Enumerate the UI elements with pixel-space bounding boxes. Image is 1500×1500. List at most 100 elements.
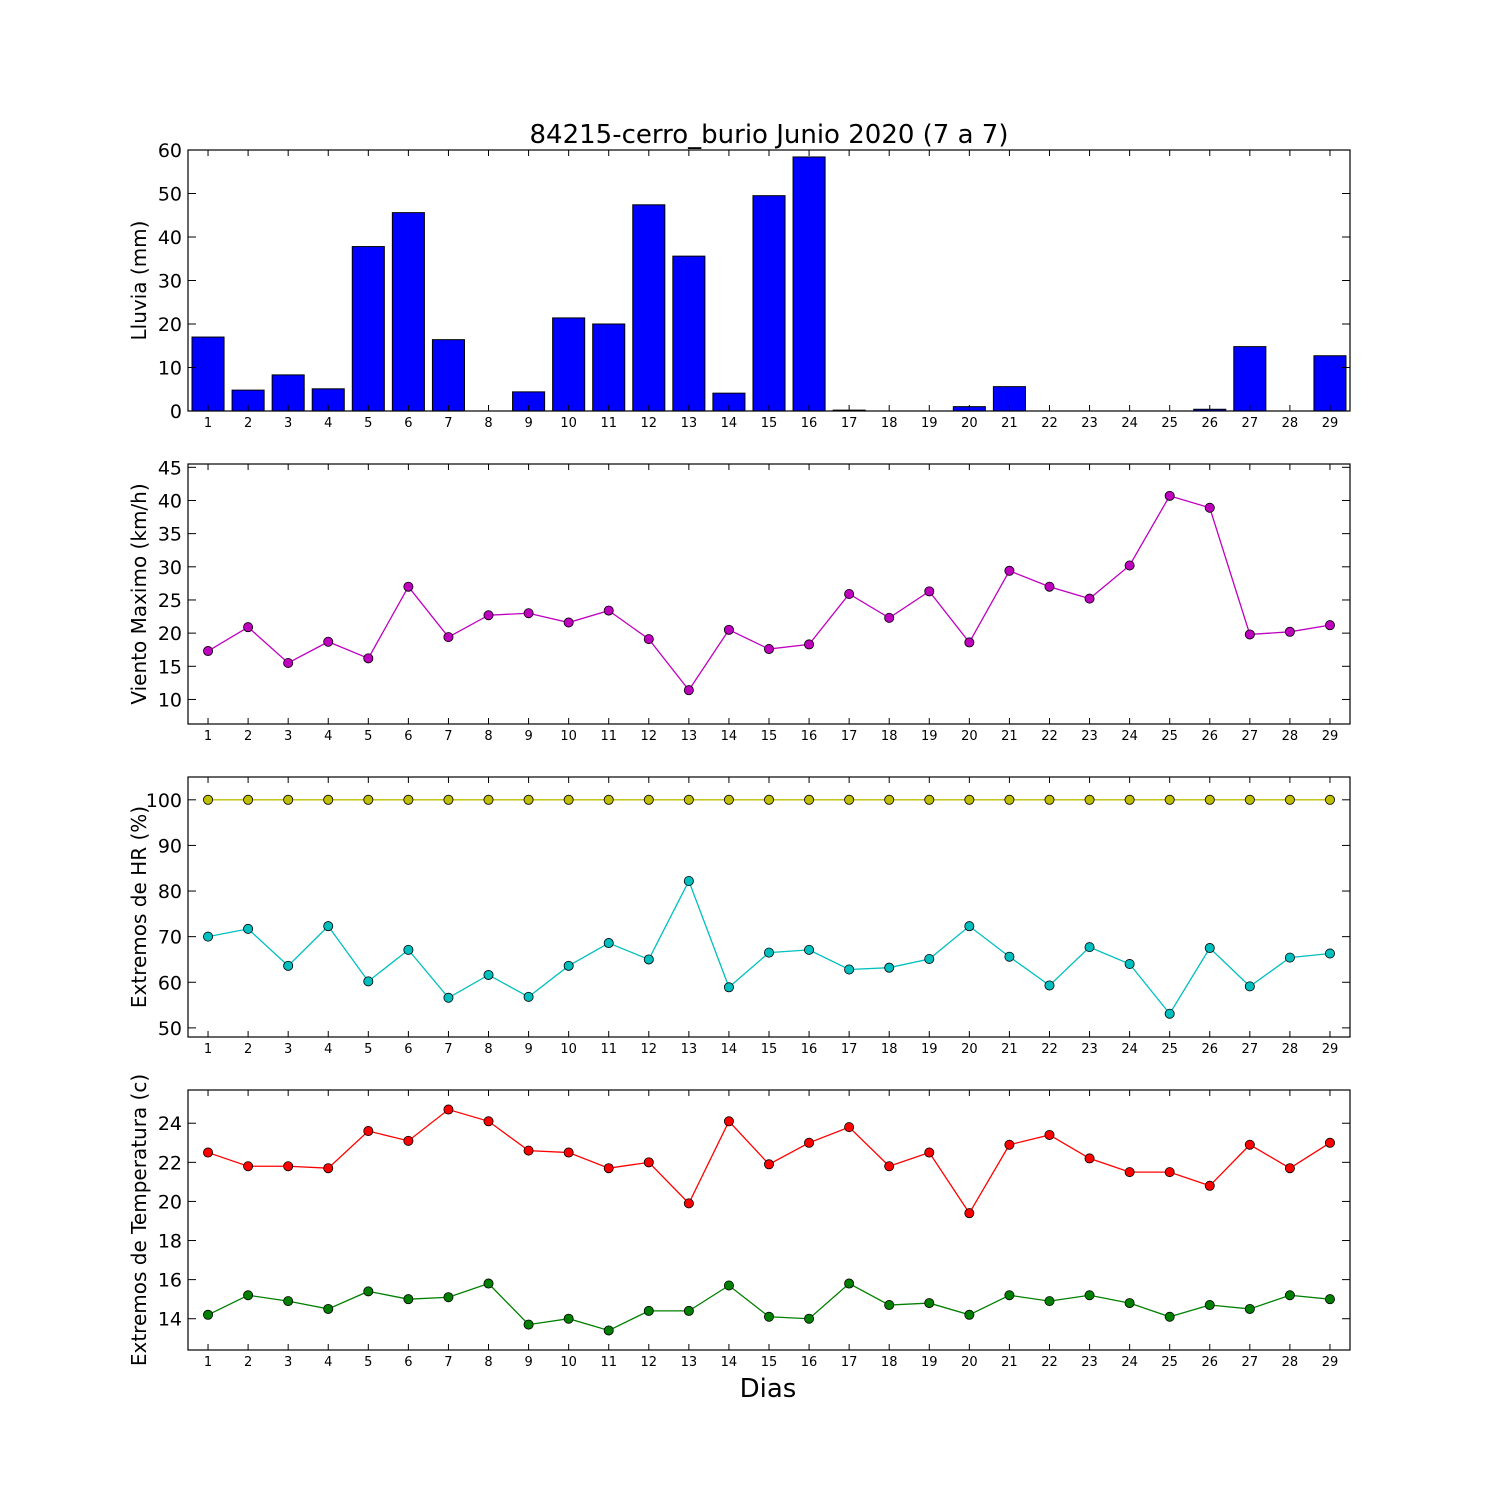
humidity-series-2-point-21 <box>1004 951 1015 962</box>
humidity-series-2-point-28 <box>1284 952 1295 963</box>
rainfall-x-tick-label: 13 <box>681 416 698 431</box>
humidity-series-1-point-12 <box>643 794 654 805</box>
max-wind-y-tick-label: 45 <box>158 457 182 479</box>
max-wind-series-1-point-1 <box>203 646 214 657</box>
rainfall-x-tick-label: 15 <box>761 416 778 431</box>
max-wind-series-1-point-27 <box>1244 629 1255 640</box>
temperature-plot-frame <box>187 1089 1351 1351</box>
temperature-series-2-point-22 <box>1044 1296 1055 1307</box>
temperature-series-2-point-25 <box>1164 1311 1175 1322</box>
humidity-series-1-point-9 <box>523 794 534 805</box>
humidity-series-1-point-18 <box>884 794 895 805</box>
rainfall-x-tick-label: 14 <box>721 416 738 431</box>
temperature-series-2-point-8 <box>483 1278 494 1289</box>
humidity-series-1-point-6 <box>403 794 414 805</box>
panel-humidity-extremes: 1 2 3 4 5 6 7 8 9 10 11 12 13 14 15 16 17 18 19 20 21 22 23 24 2… <box>127 776 1351 1057</box>
max-wind-y-tick-label: 35 <box>158 524 182 546</box>
temperature-series-2-point-9 <box>523 1319 534 1330</box>
temperature-series-2-point-26 <box>1204 1300 1215 1311</box>
max-wind-series-1-point-4 <box>323 636 334 647</box>
max-wind-x-tick-label: 5 <box>364 729 372 744</box>
temperature-x-tick-label: 4 <box>324 1355 332 1370</box>
max-wind-series-1-point-5 <box>363 653 374 664</box>
max-wind-series-1-point-8 <box>483 610 494 621</box>
temperature-series-2-point-18 <box>884 1300 895 1311</box>
temperature-x-tick-label: 3 <box>284 1355 292 1370</box>
humidity-x-tick-label: 9 <box>524 1042 532 1057</box>
humidity-x-tick-label: 27 <box>1242 1042 1259 1057</box>
max-wind-x-tick-label: 18 <box>881 729 898 744</box>
max-wind-series-1-point-11 <box>603 605 614 616</box>
temperature-series-2-point-20 <box>964 1309 975 1320</box>
temperature-series-2-point-21 <box>1004 1290 1015 1301</box>
humidity-series-2-point-20 <box>964 921 975 932</box>
humidity-y-tick-label: 70 <box>158 927 182 949</box>
rainfall-x-tick-label: 6 <box>404 416 412 431</box>
temperature-series-1-point-29 <box>1324 1137 1335 1148</box>
max-wind-x-tick-label: 28 <box>1282 729 1299 744</box>
rainfall-x-tick-label: 16 <box>801 416 818 431</box>
humidity-series-2-point-26 <box>1204 943 1215 954</box>
humidity-x-tick-label: 5 <box>364 1042 372 1057</box>
humidity-x-tick-label: 14 <box>721 1042 738 1057</box>
temperature-series-1-point-24 <box>1124 1167 1135 1178</box>
humidity-series-2-point-4 <box>323 921 334 932</box>
humidity-x-tick-label: 2 <box>244 1042 252 1057</box>
temperature-x-tick-label: 17 <box>841 1355 858 1370</box>
humidity-series-2-point-18 <box>884 962 895 973</box>
temperature-series-2-point-14 <box>723 1280 734 1291</box>
bar-day-5 <box>351 246 385 412</box>
temperature-series-1-point-13 <box>683 1198 694 1209</box>
temperature-x-tick-label: 26 <box>1201 1355 1218 1370</box>
max-wind-plot-frame <box>187 463 1351 725</box>
humidity-x-tick-label: 3 <box>284 1042 292 1057</box>
temperature-series-2-point-5 <box>363 1286 374 1297</box>
max-wind-series-1-point-29 <box>1324 620 1335 631</box>
humidity-x-tick-label: 24 <box>1121 1042 1138 1057</box>
max-wind-x-tick-label: 26 <box>1201 729 1218 744</box>
humidity-series-2-point-6 <box>403 944 414 955</box>
temperature-series-2-point-24 <box>1124 1298 1135 1309</box>
max-wind-x-tick-label: 12 <box>641 729 658 744</box>
max-wind-x-tick-label: 19 <box>921 729 938 744</box>
temperature-series-1-point-9 <box>523 1145 534 1156</box>
rainfall-x-tick-label: 12 <box>641 416 658 431</box>
temperature-series-1-point-11 <box>603 1163 614 1174</box>
temperature-x-tick-label: 7 <box>444 1355 452 1370</box>
humidity-series-1-point-17 <box>844 794 855 805</box>
rainfall-x-tick-label: 4 <box>324 416 332 431</box>
max-wind-x-tick-label: 2 <box>244 729 252 744</box>
humidity-series-1-point-27 <box>1244 794 1255 805</box>
humidity-series-1-point-16 <box>804 794 815 805</box>
humidity-x-tick-label: 26 <box>1201 1042 1218 1057</box>
temperature-x-tick-label: 28 <box>1282 1355 1299 1370</box>
humidity-series-1-point-24 <box>1124 794 1135 805</box>
bar-day-13 <box>672 255 706 412</box>
temperature-series-1-point-14 <box>723 1116 734 1127</box>
max-wind-x-tick-label: 4 <box>324 729 332 744</box>
temperature-series-1-point-2 <box>243 1161 254 1172</box>
temperature-series-2-point-4 <box>323 1303 334 1314</box>
max-wind-x-tick-label: 9 <box>524 729 532 744</box>
humidity-y-axis-label: Extremos de HR (%) <box>127 806 151 1008</box>
humidity-series-1-point-8 <box>483 794 494 805</box>
humidity-series-1-point-15 <box>764 794 775 805</box>
temperature-x-tick-label: 5 <box>364 1355 372 1370</box>
temperature-series-2-point-12 <box>643 1305 654 1316</box>
humidity-series-2-point-25 <box>1164 1008 1175 1019</box>
max-wind-x-tick-label: 21 <box>1001 729 1018 744</box>
humidity-series-1-point-28 <box>1284 794 1295 805</box>
humidity-x-tick-label: 13 <box>681 1042 698 1057</box>
rainfall-x-tick-label: 8 <box>484 416 492 431</box>
panel-max-wind: 1 2 3 4 5 6 7 8 9 10 11 12 13 14 15 16 17 18 19 20 21 22 23 24 2… <box>127 457 1351 744</box>
humidity-series-2-point-13 <box>683 876 694 887</box>
rainfall-x-tick-label: 27 <box>1242 416 1259 431</box>
max-wind-x-tick-label: 1 <box>204 729 212 744</box>
max-wind-x-tick-label: 14 <box>721 729 738 744</box>
humidity-x-tick-label: 4 <box>324 1042 332 1057</box>
temperature-y-tick-label: 14 <box>158 1309 182 1331</box>
temperature-series-2-point-16 <box>804 1313 815 1324</box>
temperature-series-2-point-10 <box>563 1313 574 1324</box>
temperature-series-2-point-29 <box>1324 1294 1335 1305</box>
